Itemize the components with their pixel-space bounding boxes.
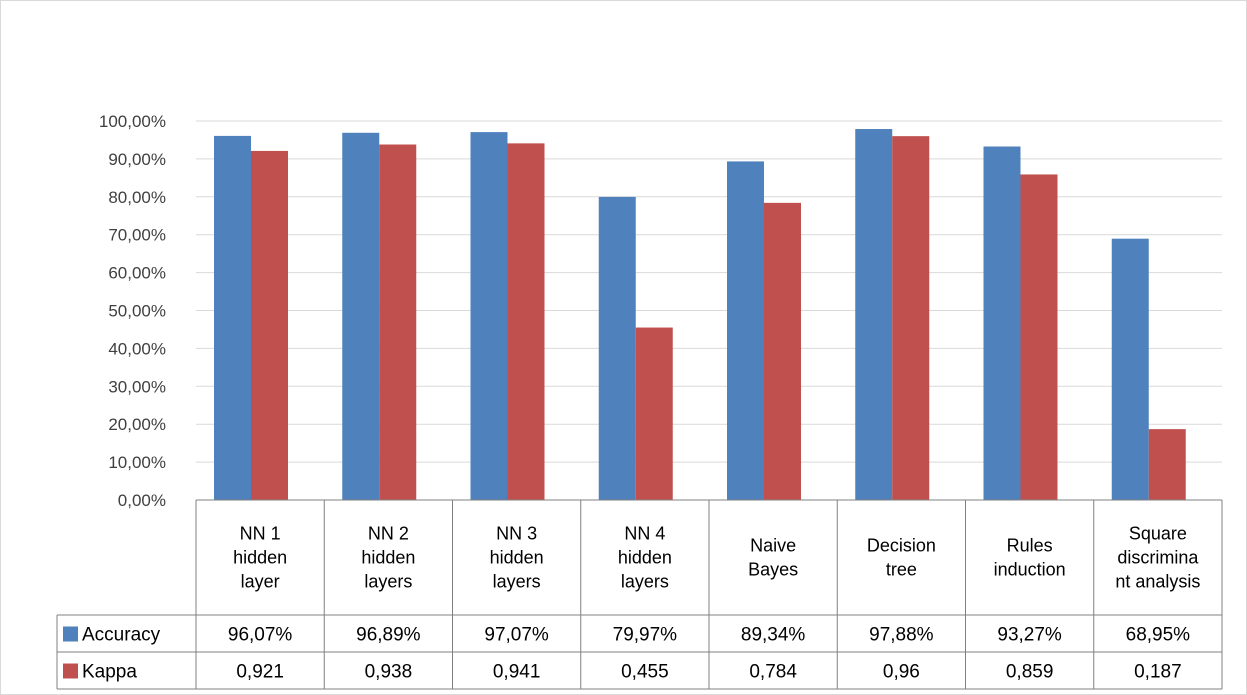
category-label: nt analysis [1115,572,1200,592]
y-tick-label: 100,00% [99,112,166,131]
category-label: NN 2 [368,524,409,544]
bar-accuracy-5 [727,161,764,500]
bar-accuracy-3 [470,132,508,500]
category-label: NN 1 [240,524,281,544]
category-label: layers [364,572,412,592]
y-tick-label: 50,00% [108,302,166,321]
category-label: layers [621,572,669,592]
bar-kappa-5 [764,202,801,500]
category-label: NN 3 [496,524,537,544]
data-label-kappa: 0,96 [883,662,920,683]
y-tick-label: 10,00% [108,453,166,472]
y-tick-label: 20,00% [108,415,166,434]
category-label: hidden [490,548,544,568]
category-label: Rules [1007,536,1053,556]
bar-kappa-1 [251,150,288,501]
legend-label-accuracy: Accuracy [82,625,161,646]
y-tick-label: 80,00% [108,188,166,207]
bar-kappa-2 [379,144,417,501]
category-label: layers [493,572,541,592]
legend-key-accuracy [63,626,78,642]
bar-accuracy-2 [342,132,380,500]
bar-accuracy-8 [1111,238,1149,500]
bar-accuracy-7 [983,146,1021,500]
data-label-kappa: 0,784 [749,662,797,683]
category-label: Bayes [748,560,798,580]
bar-kappa-3 [507,143,545,500]
category-label: layer [241,572,280,592]
data-label-kappa: 0,941 [493,662,541,683]
data-label-kappa: 0,859 [1006,662,1054,683]
category-label: Decision [867,536,936,556]
category-label: hidden [233,548,287,568]
y-tick-label: 30,00% [108,377,166,396]
y-tick-label: 0,00% [118,491,166,510]
legend-key-kappa [63,663,78,679]
category-label: NN 4 [624,524,665,544]
category-label: discrimina [1117,548,1199,568]
data-label-kappa: 0,921 [236,662,284,683]
bar-accuracy-4 [598,196,636,500]
data-label-accuracy: 96,07% [228,625,293,646]
bar-accuracy-1 [214,135,251,500]
data-label-kappa: 0,187 [1134,662,1182,683]
bar-kappa-7 [1020,174,1058,500]
data-label-accuracy: 93,27% [997,625,1062,646]
category-label: Square [1129,524,1187,544]
data-table: NN 1 hidden layer NN 2 hidden layers NN 3 hidde… [56,499,1223,690]
y-tick-label: 90,00% [108,150,166,169]
category-label: induction [994,560,1066,580]
y-tick-label: 70,00% [108,226,166,245]
y-tick-label: 60,00% [108,264,166,283]
category-label: Naive [750,536,796,556]
bars [214,129,1186,501]
data-label-accuracy: 97,88% [869,625,934,646]
category-label: hidden [618,548,672,568]
data-label-accuracy: 79,97% [613,625,678,646]
data-label-kappa: 0,455 [621,662,669,683]
bar-accuracy-6 [855,129,893,501]
category-label: tree [886,560,917,580]
data-label-accuracy: 97,07% [484,625,549,646]
bar-kappa-8 [1148,429,1186,500]
y-axis-tick-labels: 0,00% 10,00% 20,00% 30,00% 40,00% 50,00% 60,00… [99,112,166,510]
bar-kappa-4 [635,327,673,500]
data-label-kappa: 0,938 [365,662,413,683]
bar-kappa-6 [892,136,930,500]
data-label-accuracy: 96,89% [356,625,421,646]
category-label: hidden [361,548,415,568]
y-tick-label: 40,00% [108,339,166,358]
data-label-accuracy: 89,34% [741,625,806,646]
legend-label-kappa: Kappa [82,662,137,683]
data-label-accuracy: 68,95% [1126,625,1191,646]
